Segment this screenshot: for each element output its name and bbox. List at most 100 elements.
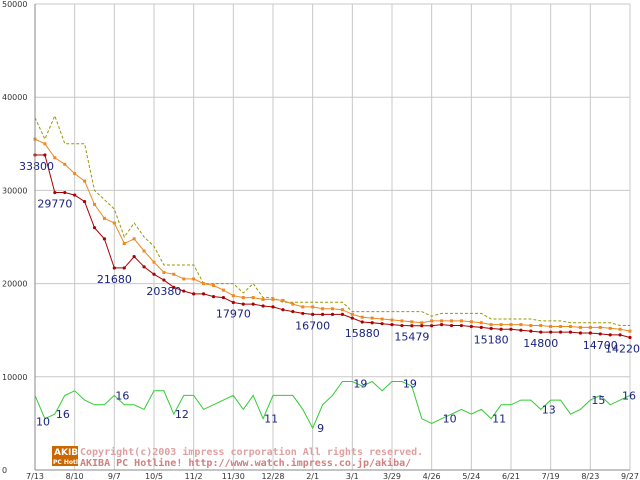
avg-price-marker bbox=[529, 324, 533, 328]
avg-price-marker bbox=[410, 320, 414, 324]
avg-price-marker bbox=[450, 319, 453, 323]
low-price-marker bbox=[63, 190, 67, 195]
count-label: 9 bbox=[317, 422, 324, 435]
y-axis-ticks: 0 10000 20000 30000 40000 50000 bbox=[2, 0, 27, 475]
avg-price-marker bbox=[311, 305, 315, 309]
avg-price-marker bbox=[509, 323, 513, 327]
avg-price-marker bbox=[350, 312, 354, 316]
low-price-marker bbox=[301, 311, 305, 316]
low-price-marker bbox=[608, 333, 612, 337]
avg-price-marker bbox=[73, 172, 77, 176]
avg-price-marker bbox=[618, 327, 622, 331]
avg-price-marker bbox=[132, 237, 136, 241]
avg-price-marker bbox=[569, 324, 572, 328]
count-label: 10 bbox=[36, 415, 50, 428]
low-price-marker bbox=[281, 308, 285, 312]
price-label: 14700 bbox=[583, 339, 618, 352]
low-price-marker bbox=[182, 289, 186, 293]
avg-price-marker bbox=[122, 242, 126, 246]
y-tick-label: 20000 bbox=[2, 280, 27, 289]
avg-price-marker bbox=[53, 156, 57, 160]
x-tick-label: 5/24 bbox=[462, 472, 480, 480]
avg-price-marker bbox=[192, 277, 196, 281]
avg-price-marker bbox=[380, 317, 384, 321]
axes bbox=[34, 4, 630, 471]
low-price-marker bbox=[221, 295, 226, 300]
count-label: 19 bbox=[403, 377, 417, 390]
low-price-marker bbox=[420, 324, 424, 328]
avg-price-marker bbox=[281, 298, 285, 302]
low-price-marker bbox=[241, 302, 245, 306]
price-label: 15180 bbox=[474, 334, 509, 347]
low-price-marker bbox=[459, 323, 464, 328]
low-price-marker bbox=[380, 322, 384, 326]
x-tick-label: 11/30 bbox=[222, 472, 245, 480]
avg-price-marker bbox=[212, 283, 215, 287]
avg-price-marker bbox=[519, 323, 523, 327]
low-price-marker bbox=[628, 335, 632, 340]
avg-price-marker bbox=[321, 307, 325, 311]
avg-price-marker bbox=[172, 272, 176, 276]
low-price-marker bbox=[360, 320, 364, 324]
low-price-marker bbox=[519, 328, 523, 332]
avg-price-marker bbox=[162, 270, 166, 274]
low-price-marker bbox=[192, 292, 196, 296]
x-tick-label: 8/10 bbox=[66, 472, 84, 480]
x-tick-label: 3/29 bbox=[383, 472, 401, 480]
avg-price-marker bbox=[261, 297, 265, 301]
avg-price-marker bbox=[43, 142, 47, 146]
avg-price-marker bbox=[588, 325, 592, 329]
count-label: 16 bbox=[622, 389, 636, 402]
y-tick-label: 40000 bbox=[2, 93, 27, 102]
low-price-marker bbox=[211, 295, 216, 299]
avg-price-marker bbox=[420, 321, 424, 325]
avg-price-marker bbox=[370, 316, 374, 320]
low-price-marker bbox=[112, 266, 116, 270]
low-price-marker bbox=[449, 323, 454, 328]
price-label: 20380 bbox=[146, 285, 181, 298]
avg-price-marker bbox=[202, 282, 206, 286]
count-label: 19 bbox=[353, 377, 367, 390]
avg-price-marker bbox=[182, 277, 186, 281]
low-price-marker bbox=[549, 330, 553, 334]
low-price-marker bbox=[82, 199, 87, 204]
akiba-badge-top bbox=[52, 446, 78, 457]
price-label: 14800 bbox=[523, 337, 558, 350]
low-price-marker bbox=[261, 304, 265, 308]
avg-price-marker bbox=[430, 319, 434, 323]
low-price-marker bbox=[330, 312, 335, 316]
avg-price-marker bbox=[360, 315, 364, 319]
price-label: 17970 bbox=[216, 308, 251, 321]
avg-price-marker bbox=[142, 249, 146, 253]
avg-price-marker bbox=[459, 319, 463, 323]
low-price-marker bbox=[102, 237, 107, 241]
low-price-marker bbox=[73, 193, 77, 197]
low-price-marker bbox=[598, 332, 602, 336]
low-price-marker bbox=[92, 226, 97, 230]
low-price-marker bbox=[439, 323, 444, 327]
x-tick-label: 9/7 bbox=[108, 472, 121, 480]
price-label: 33800 bbox=[19, 160, 54, 173]
x-axis-ticks: 7/13 8/10 9/7 10/5 11/2 11/30 12/28 2/1 3/1 3/29 4… bbox=[26, 472, 639, 480]
avg-price-marker bbox=[271, 297, 275, 301]
avg-price-marker bbox=[331, 307, 334, 311]
low-price-marker bbox=[390, 323, 394, 327]
avg-price-marker bbox=[440, 319, 444, 323]
avg-price-marker bbox=[608, 326, 612, 330]
x-tick-label: 10/5 bbox=[145, 472, 163, 480]
low-price-marker bbox=[400, 323, 404, 328]
x-tick-label: 12/28 bbox=[261, 472, 284, 480]
low-price-marker bbox=[499, 327, 503, 331]
low-price-marker bbox=[43, 153, 47, 157]
price-label: 16700 bbox=[295, 319, 330, 332]
price-label: 15880 bbox=[345, 327, 380, 340]
avg-price-marker bbox=[251, 296, 255, 300]
low-price-marker bbox=[251, 302, 255, 306]
low-price-marker bbox=[578, 331, 583, 335]
avg-price-marker bbox=[539, 324, 543, 328]
low-price-marker bbox=[479, 325, 483, 330]
low-price-marker bbox=[469, 324, 473, 329]
avg-price-marker bbox=[598, 325, 602, 329]
avg-price-marker bbox=[400, 319, 404, 323]
